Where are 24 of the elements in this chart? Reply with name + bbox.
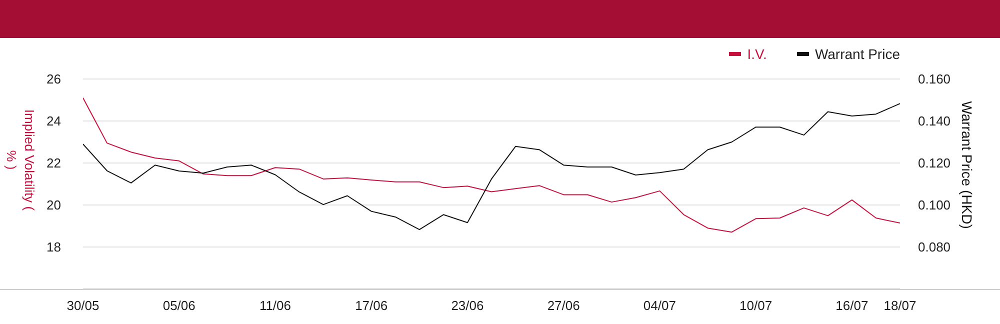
y-tick-label: 26 [46, 72, 61, 87]
y-axis-title: Implied Volatility ( % ) [3, 108, 38, 213]
legend-label: I.V. [747, 46, 767, 62]
y2-tick-label: 0.080 [918, 240, 951, 255]
x-tick-label: 18/07 [884, 298, 916, 314]
x-tick-label: 04/07 [643, 298, 676, 314]
x-tick-label: 30/05 [66, 298, 100, 314]
y2-tick-label: 0.100 [918, 198, 951, 213]
x-tick-label: 17/06 [355, 298, 388, 314]
x-tick-label: 05/06 [162, 298, 196, 314]
x-tick-label: 16/07 [836, 298, 868, 314]
y-tick-label: 24 [46, 114, 61, 129]
y2-tick-label: 0.140 [918, 114, 951, 129]
x-tick-label: 27/06 [547, 298, 580, 314]
legend-label: Warrant Price [814, 46, 900, 62]
y2-axis-title: Warrant Price (HKD) [958, 100, 975, 231]
y2-tick-label: 0.120 [918, 156, 951, 171]
x-tick-label: 23/06 [451, 298, 484, 314]
x-tick-label: 11/06 [259, 298, 292, 314]
y-tick-label: 20 [46, 198, 61, 213]
y2-tick-label: 0.160 [918, 72, 951, 87]
y-tick-label: 22 [46, 156, 61, 171]
y-tick-label: 18 [46, 240, 61, 255]
x-tick-label: 10/07 [740, 298, 772, 314]
